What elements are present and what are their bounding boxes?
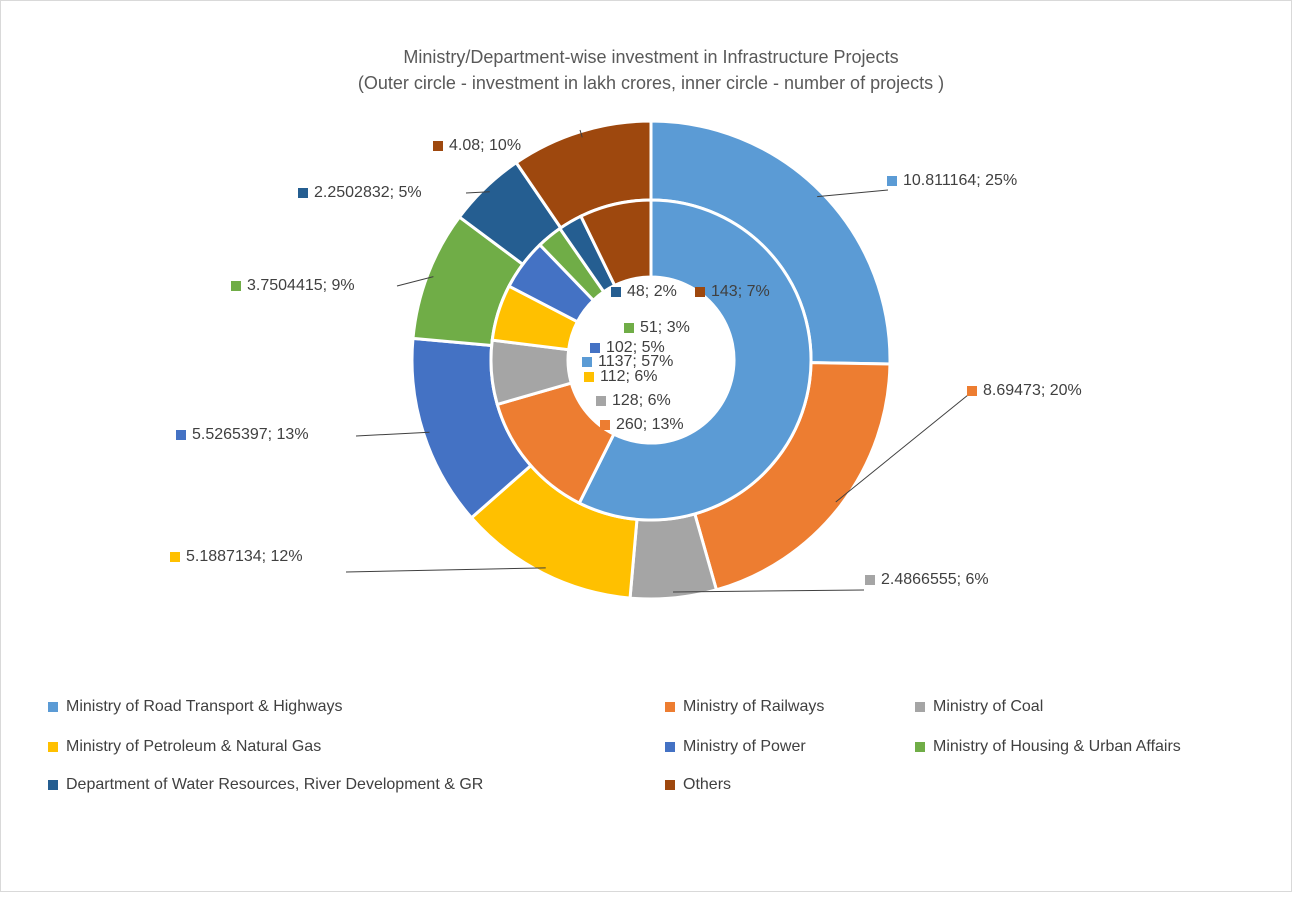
data-label: 1137; 57% xyxy=(598,353,673,370)
leader-line xyxy=(835,394,969,503)
leader-line xyxy=(817,189,889,198)
data-label: 48; 2% xyxy=(627,283,677,300)
legend-label: Ministry of Railways xyxy=(683,698,824,715)
data-label: 2.2502832; 5% xyxy=(314,184,422,201)
label-marker xyxy=(624,323,634,333)
leader-line xyxy=(579,129,583,138)
legend-swatch xyxy=(48,702,58,712)
doughnut-segment xyxy=(578,198,653,288)
leader-line xyxy=(345,567,546,573)
label-marker xyxy=(695,287,705,297)
label-marker xyxy=(596,396,606,406)
data-label: 10.811164; 25% xyxy=(903,172,1017,189)
data-label: 112; 6% xyxy=(600,368,658,385)
legend-swatch xyxy=(915,742,925,752)
data-label: 260; 13% xyxy=(616,416,684,433)
label-marker xyxy=(176,430,186,440)
label-marker xyxy=(433,141,443,151)
legend-swatch xyxy=(48,742,58,752)
label-marker xyxy=(582,357,592,367)
leader-line xyxy=(396,276,434,287)
label-marker xyxy=(298,188,308,198)
chart-subtitle: (Outer circle - investment in lakh crore… xyxy=(358,73,944,93)
legend-swatch xyxy=(915,702,925,712)
label-marker xyxy=(170,552,180,562)
label-marker xyxy=(600,420,610,430)
data-label: 143; 7% xyxy=(711,283,770,300)
legend-label: Ministry of Road Transport & Highways xyxy=(66,698,343,715)
label-marker xyxy=(865,575,875,585)
leader-line xyxy=(673,589,865,593)
legend-label: Others xyxy=(683,776,731,793)
legend-swatch xyxy=(48,780,58,790)
legend-swatch xyxy=(665,742,675,752)
label-marker xyxy=(887,176,897,186)
leader-line xyxy=(465,191,490,194)
legend-label: Ministry of Coal xyxy=(933,698,1043,715)
legend-swatch xyxy=(665,780,675,790)
data-label: 5.1887134; 12% xyxy=(186,548,303,565)
data-label: 5.5265397; 13% xyxy=(192,426,309,443)
legend-label: Ministry of Power xyxy=(683,738,806,755)
leader-line xyxy=(355,431,430,437)
legend-label: Ministry of Housing & Urban Affairs xyxy=(933,738,1181,755)
data-label: 51; 3% xyxy=(640,319,690,336)
data-label: 8.69473; 20% xyxy=(983,382,1082,399)
data-label: 2.4866555; 6% xyxy=(881,571,989,588)
data-label: 3.7504415; 9% xyxy=(247,277,355,294)
label-marker xyxy=(584,372,594,382)
label-marker xyxy=(231,281,241,291)
label-marker xyxy=(967,386,977,396)
doughnut-segment xyxy=(577,198,813,522)
legend-label: Department of Water Resources, River Dev… xyxy=(66,776,483,793)
legend-swatch xyxy=(665,702,675,712)
label-marker xyxy=(590,343,600,353)
data-label: 4.08; 10% xyxy=(449,137,521,154)
data-label: 102; 5% xyxy=(606,339,665,356)
legend-label: Ministry of Petroleum & Natural Gas xyxy=(66,738,321,755)
label-marker xyxy=(611,287,621,297)
data-label: 128; 6% xyxy=(612,392,671,409)
chart-title: Ministry/Department-wise investment in I… xyxy=(403,47,898,67)
